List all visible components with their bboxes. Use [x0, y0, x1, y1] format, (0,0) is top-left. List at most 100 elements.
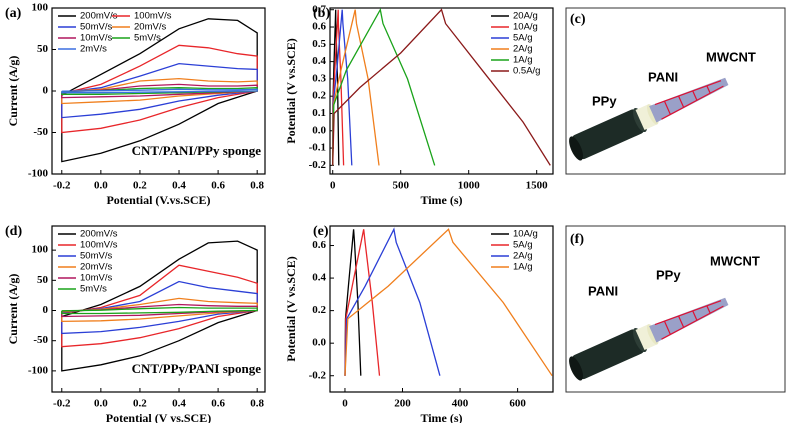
series-line — [61, 240, 258, 372]
y-tick-label: 0.2 — [312, 90, 326, 102]
y-tick-label: -0.1 — [309, 142, 326, 154]
series-line — [61, 280, 258, 335]
legend-label: 50mV/s — [80, 251, 112, 262]
legend-label: 100mV/s — [80, 240, 118, 251]
y-tick-label: 100 — [32, 244, 49, 256]
legend-label: 5A/g — [513, 240, 533, 251]
y-tick-label: -0.2 — [309, 159, 327, 171]
x-tick-label: -0.2 — [53, 180, 71, 192]
panel-label: (e) — [313, 224, 329, 239]
x-tick-label: 0.2 — [133, 398, 147, 410]
x-tick-label: 0 — [330, 180, 336, 192]
legend-label: 10A/g — [513, 229, 538, 240]
ppy-layer — [635, 324, 658, 351]
series-line — [332, 8, 551, 166]
legend-label: 2A/g — [513, 44, 533, 55]
x-axis-label: Potential (V.vs.SCE) — [106, 193, 210, 207]
end-cap — [569, 356, 584, 381]
series-line — [332, 7, 436, 166]
y-tick-label: 50 — [37, 43, 49, 55]
x-axis-label: Time (s) — [420, 193, 462, 207]
layer-label: MWCNT — [710, 253, 760, 268]
legend-label: 2A/g — [513, 251, 533, 262]
x-tick-label: 0 — [342, 398, 348, 410]
y-tick-label: 0.5 — [312, 38, 326, 50]
legend-label: 5A/g — [513, 33, 533, 44]
panel-label: (f) — [570, 232, 584, 247]
layer-label: PPy — [656, 267, 681, 282]
annotation: CNT/PANI/PPy sponge — [132, 143, 262, 158]
layer-label: PPy — [592, 93, 617, 108]
y-tick-label: 0 — [43, 85, 49, 97]
mwcnt — [649, 297, 729, 343]
legend-label: 1A/g — [513, 262, 533, 273]
legend-label: 200mV/s — [80, 229, 118, 240]
x-tick-label: 0.8 — [250, 180, 264, 192]
x-tick-label: 400 — [452, 398, 469, 410]
y-tick-label: 0.1 — [312, 107, 326, 119]
y-tick-label: -100 — [28, 364, 49, 376]
x-axis-label: Time (s) — [420, 411, 462, 423]
legend-label: 2mV/s — [80, 44, 107, 55]
series-line — [344, 229, 362, 376]
x-tick-label: 1000 — [458, 180, 481, 192]
x-tick-label: 0.4 — [172, 180, 186, 192]
series-line — [344, 229, 381, 376]
y-axis-label: Potential (V vs.SCE) — [284, 256, 298, 361]
y-tick-label: -50 — [33, 126, 48, 138]
x-tick-label: 0.8 — [250, 398, 264, 410]
mwcnt-lattice — [654, 300, 724, 340]
plot-frame — [329, 225, 554, 393]
legend-label: 5mV/s — [134, 33, 161, 44]
x-tick-label: -0.2 — [53, 398, 71, 410]
series-line — [61, 88, 258, 94]
ppy-layer — [572, 109, 645, 160]
x-tick-label: 600 — [509, 398, 526, 410]
panel-label: (c) — [570, 12, 586, 27]
y-tick-label: 0.4 — [312, 272, 326, 284]
legend-label: 200mV/s — [80, 11, 118, 22]
plot-frame — [329, 7, 554, 175]
end-cap — [569, 136, 584, 161]
plot-frame — [51, 225, 266, 393]
x-tick-label: 200 — [394, 398, 411, 410]
layer-label: PANI — [588, 283, 618, 298]
nanowire — [569, 77, 729, 161]
y-tick-label: -100 — [28, 168, 49, 180]
x-tick-label: 0.0 — [94, 180, 108, 192]
y-tick-label: 0.3 — [312, 72, 326, 84]
legend-label: 0.5A/g — [513, 66, 540, 77]
legend-label: 10mV/s — [80, 33, 112, 44]
legend-label: 10A/g — [513, 22, 538, 33]
nanowire — [569, 297, 729, 381]
series-line — [344, 228, 553, 377]
y-tick-label: -50 — [33, 334, 48, 346]
panel-label: (b) — [313, 6, 330, 21]
panel-frame — [565, 7, 786, 175]
legend-label: 10mV/s — [80, 273, 112, 284]
y-tick-label: 0.6 — [312, 239, 326, 251]
x-tick-label: 500 — [392, 180, 409, 192]
x-tick-label: 1500 — [526, 180, 549, 192]
y-tick-label: 0.7 — [312, 3, 326, 15]
legend-label: 100mV/s — [134, 11, 172, 22]
x-tick-label: 0.0 — [94, 398, 108, 410]
legend-label: 20mV/s — [134, 22, 166, 33]
series-line — [61, 62, 258, 119]
y-axis-label: Current (A/g) — [6, 56, 20, 127]
y-axis-label: Potential (V vs.SCE) — [284, 38, 298, 143]
y-axis-label: Current (A/g) — [6, 274, 20, 345]
x-axis-label: Potential (V vs.SCE) — [106, 411, 211, 423]
legend-label: 20A/g — [513, 11, 538, 22]
panel-label: (d) — [5, 224, 22, 239]
legend-label: 5mV/s — [80, 284, 107, 295]
mwcnt-lattice — [654, 80, 724, 120]
legend-label: 20mV/s — [80, 262, 112, 273]
y-tick-label: 0.0 — [312, 337, 326, 349]
y-tick-label: 50 — [37, 274, 49, 286]
annotation: CNT/PPy/PANI sponge — [132, 361, 262, 376]
series-line — [61, 306, 258, 315]
pani-layer — [635, 104, 658, 131]
pani-layer — [572, 329, 645, 380]
